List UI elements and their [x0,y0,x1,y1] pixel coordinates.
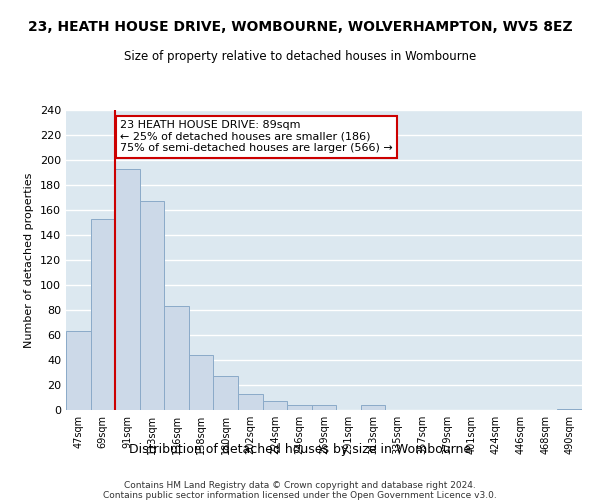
Bar [238,394,263,410]
Bar [557,409,582,410]
Text: Contains public sector information licensed under the Open Government Licence v3: Contains public sector information licen… [103,491,497,500]
Text: 23 HEATH HOUSE DRIVE: 89sqm
← 25% of detached houses are smaller (186)
75% of se: 23 HEATH HOUSE DRIVE: 89sqm ← 25% of det… [120,120,393,153]
Bar [361,405,385,410]
Bar [115,169,140,410]
Bar [189,355,214,410]
Bar [312,405,336,410]
Bar [91,219,115,410]
Bar [66,331,91,410]
Bar [287,405,312,410]
Text: Size of property relative to detached houses in Wombourne: Size of property relative to detached ho… [124,50,476,63]
Text: Distribution of detached houses by size in Wombourne: Distribution of detached houses by size … [129,442,471,456]
Text: Contains HM Land Registry data © Crown copyright and database right 2024.: Contains HM Land Registry data © Crown c… [124,481,476,490]
Bar [263,401,287,410]
Y-axis label: Number of detached properties: Number of detached properties [25,172,34,348]
Text: 23, HEATH HOUSE DRIVE, WOMBOURNE, WOLVERHAMPTON, WV5 8EZ: 23, HEATH HOUSE DRIVE, WOMBOURNE, WOLVER… [28,20,572,34]
Bar [140,201,164,410]
Bar [164,306,189,410]
Bar [214,376,238,410]
